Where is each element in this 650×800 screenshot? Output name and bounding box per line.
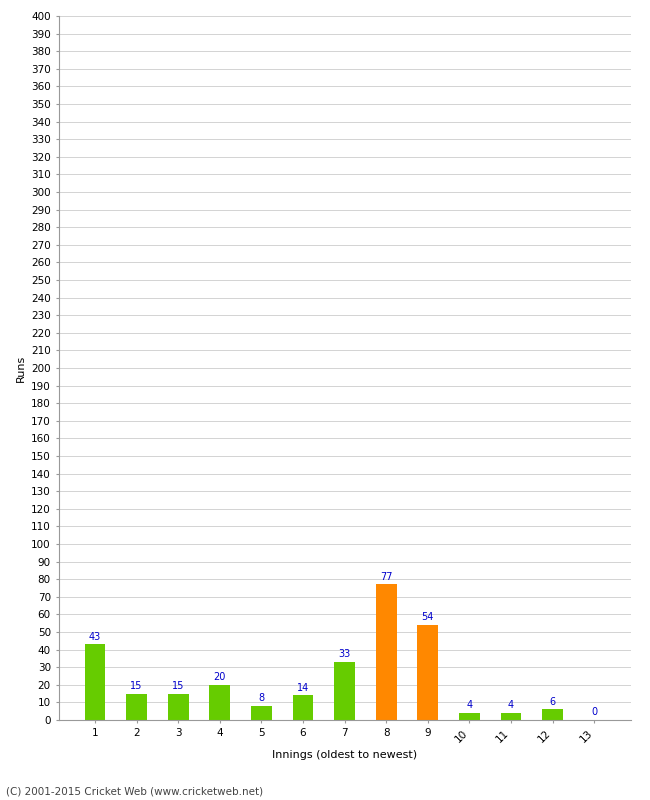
Bar: [168, 694, 188, 720]
Text: 77: 77: [380, 572, 393, 582]
Text: 8: 8: [258, 694, 265, 703]
Bar: [209, 685, 230, 720]
Text: 15: 15: [130, 681, 143, 691]
X-axis label: Innings (oldest to newest): Innings (oldest to newest): [272, 750, 417, 760]
Text: 14: 14: [297, 682, 309, 693]
Bar: [500, 713, 521, 720]
Bar: [126, 694, 147, 720]
Bar: [84, 644, 105, 720]
Text: 4: 4: [466, 700, 473, 710]
Bar: [459, 713, 480, 720]
Text: 0: 0: [591, 707, 597, 718]
Bar: [376, 585, 396, 720]
Text: 43: 43: [89, 632, 101, 642]
Bar: [417, 625, 438, 720]
Bar: [334, 662, 355, 720]
Y-axis label: Runs: Runs: [16, 354, 25, 382]
Text: 33: 33: [339, 650, 350, 659]
Text: 6: 6: [549, 697, 556, 707]
Text: 54: 54: [421, 612, 434, 622]
Bar: [542, 710, 563, 720]
Text: 20: 20: [213, 672, 226, 682]
Bar: [251, 706, 272, 720]
Text: 4: 4: [508, 700, 514, 710]
Text: 15: 15: [172, 681, 185, 691]
Bar: [292, 695, 313, 720]
Text: (C) 2001-2015 Cricket Web (www.cricketweb.net): (C) 2001-2015 Cricket Web (www.cricketwe…: [6, 786, 264, 796]
